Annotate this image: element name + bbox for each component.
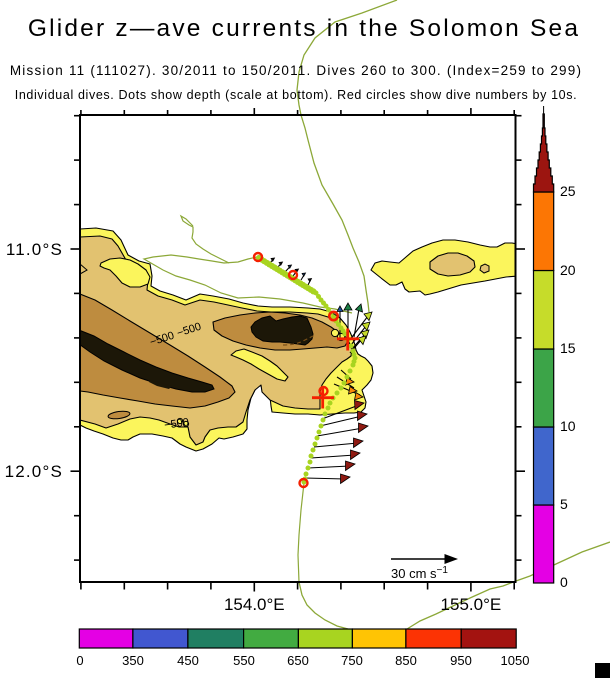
svg-text:10: 10 [560, 418, 576, 434]
svg-text:20: 20 [560, 262, 576, 278]
svg-text:Glider z—ave currents in the S: Glider z—ave currents in the Solomon Sea [28, 15, 580, 42]
svg-text:450: 450 [177, 653, 199, 668]
svg-text:30 cm s−1: 30 cm s−1 [391, 565, 448, 581]
svg-text:Individual dives. Dots show de: Individual dives. Dots show depth (scale… [15, 88, 578, 102]
svg-text:5: 5 [560, 496, 568, 512]
svg-text:750: 750 [341, 653, 363, 668]
svg-text:Mission 11 (111027). 30/2011 t: Mission 11 (111027). 30/2011 to 150/2011… [10, 63, 582, 78]
svg-text:15: 15 [560, 340, 576, 356]
svg-text:25: 25 [560, 183, 576, 199]
svg-text:950: 950 [450, 653, 472, 668]
svg-text:−500: −500 [163, 416, 189, 431]
svg-text:0: 0 [76, 653, 83, 668]
svg-text:154.0°E: 154.0°E [224, 595, 285, 614]
svg-text:1050: 1050 [501, 653, 530, 668]
svg-text:650: 650 [287, 653, 309, 668]
svg-text:850: 850 [395, 653, 417, 668]
svg-text:11.0°S: 11.0°S [6, 240, 63, 259]
svg-text:350: 350 [122, 653, 144, 668]
svg-text:0: 0 [560, 574, 568, 590]
svg-text:155.0°E: 155.0°E [441, 595, 502, 614]
svg-text:550: 550 [233, 653, 255, 668]
svg-text:12.0°S: 12.0°S [5, 462, 63, 481]
